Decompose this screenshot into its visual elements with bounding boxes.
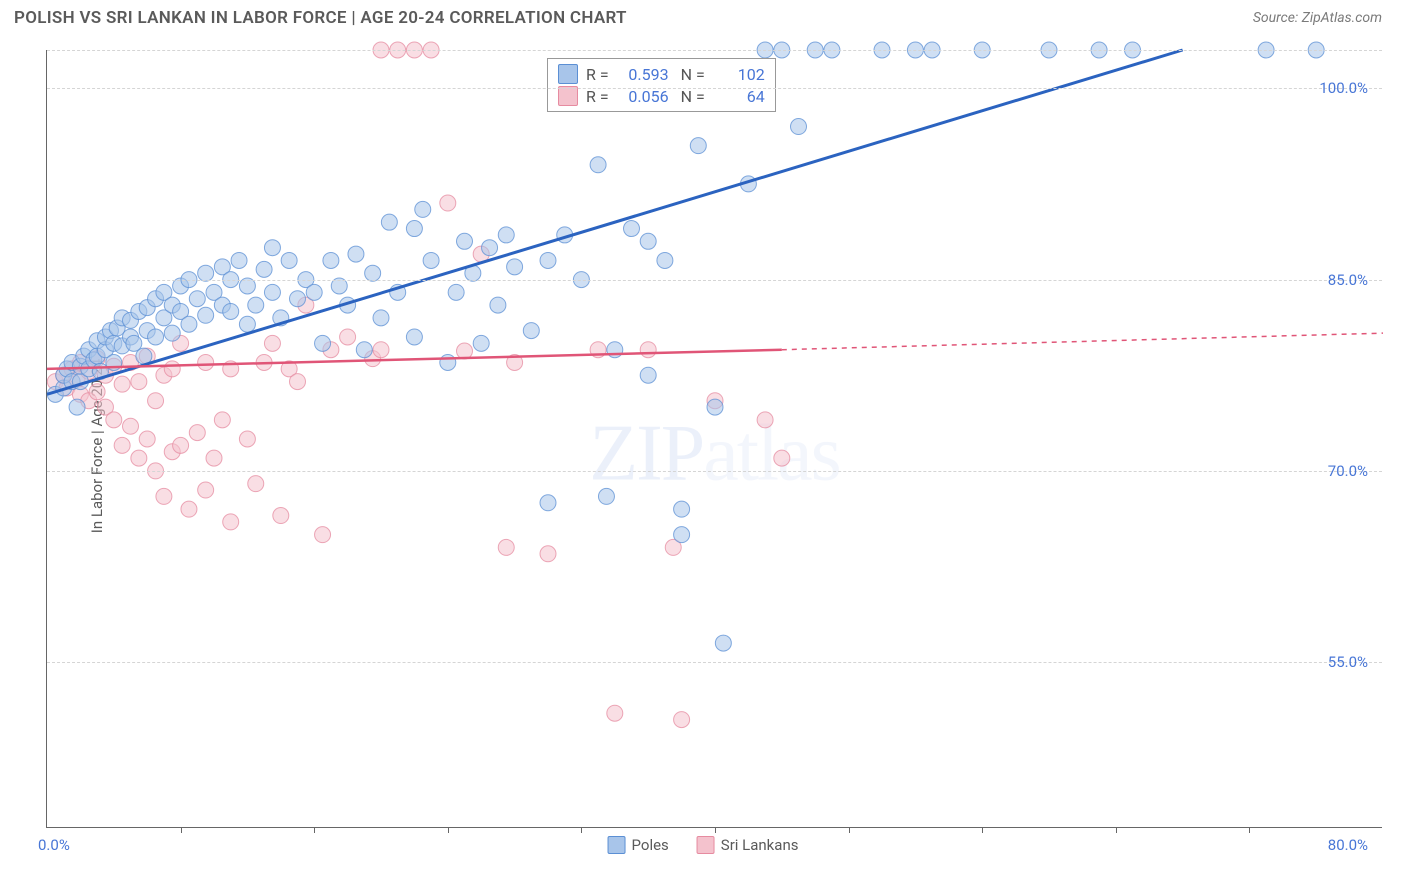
legend-bottom: Poles Sri Lankans	[608, 836, 799, 854]
r-label: R =	[586, 65, 609, 84]
poles-swatch-icon	[558, 64, 578, 84]
poles-legend-swatch-icon	[608, 836, 626, 854]
x-tick	[181, 827, 182, 833]
gridline	[47, 471, 1382, 472]
y-tick-label: 55.0%	[1328, 653, 1368, 671]
x-tick	[849, 827, 850, 833]
poles-n-value: 102	[713, 65, 765, 84]
srilankans-legend-label: Sri Lankans	[721, 836, 799, 854]
gridline	[47, 662, 1382, 663]
x-tick	[982, 827, 983, 833]
stats-legend-box: R = 0.593 N = 102 R = 0.056 N = 64	[547, 58, 776, 112]
x-tick	[1249, 827, 1250, 833]
y-tick-label: 85.0%	[1328, 271, 1368, 289]
x-axis-min-label: 0.0%	[38, 836, 70, 854]
x-tick	[448, 827, 449, 833]
gridline	[47, 50, 1382, 51]
srilankans-legend-swatch-icon	[697, 836, 715, 854]
gridline	[47, 280, 1382, 281]
n-label: N =	[677, 87, 705, 106]
x-tick	[314, 827, 315, 833]
stats-row-poles: R = 0.593 N = 102	[558, 63, 765, 85]
n-label: N =	[677, 65, 705, 84]
x-tick	[1116, 827, 1117, 833]
y-tick-label: 70.0%	[1328, 462, 1368, 480]
scatter-plot-svg	[47, 50, 1382, 827]
poles-legend-label: Poles	[632, 836, 669, 854]
r-label: R =	[586, 87, 609, 106]
legend-item-srilankans: Sri Lankans	[697, 836, 799, 854]
srilankans-n-value: 64	[713, 87, 765, 106]
srilankans-r-value: 0.056	[617, 87, 669, 106]
chart-plot-area: ZIPatlas R = 0.593 N = 102 R = 0.056 N =…	[46, 50, 1382, 828]
y-tick-label: 100.0%	[1319, 79, 1368, 97]
poles-r-value: 0.593	[617, 65, 669, 84]
x-axis-max-label: 80.0%	[1328, 836, 1368, 854]
x-tick	[715, 827, 716, 833]
chart-title: POLISH VS SRI LANKAN IN LABOR FORCE | AG…	[14, 8, 627, 28]
legend-item-poles: Poles	[608, 836, 669, 854]
gridline	[47, 88, 1382, 89]
source-attribution: Source: ZipAtlas.com	[1253, 10, 1382, 26]
x-tick	[581, 827, 582, 833]
